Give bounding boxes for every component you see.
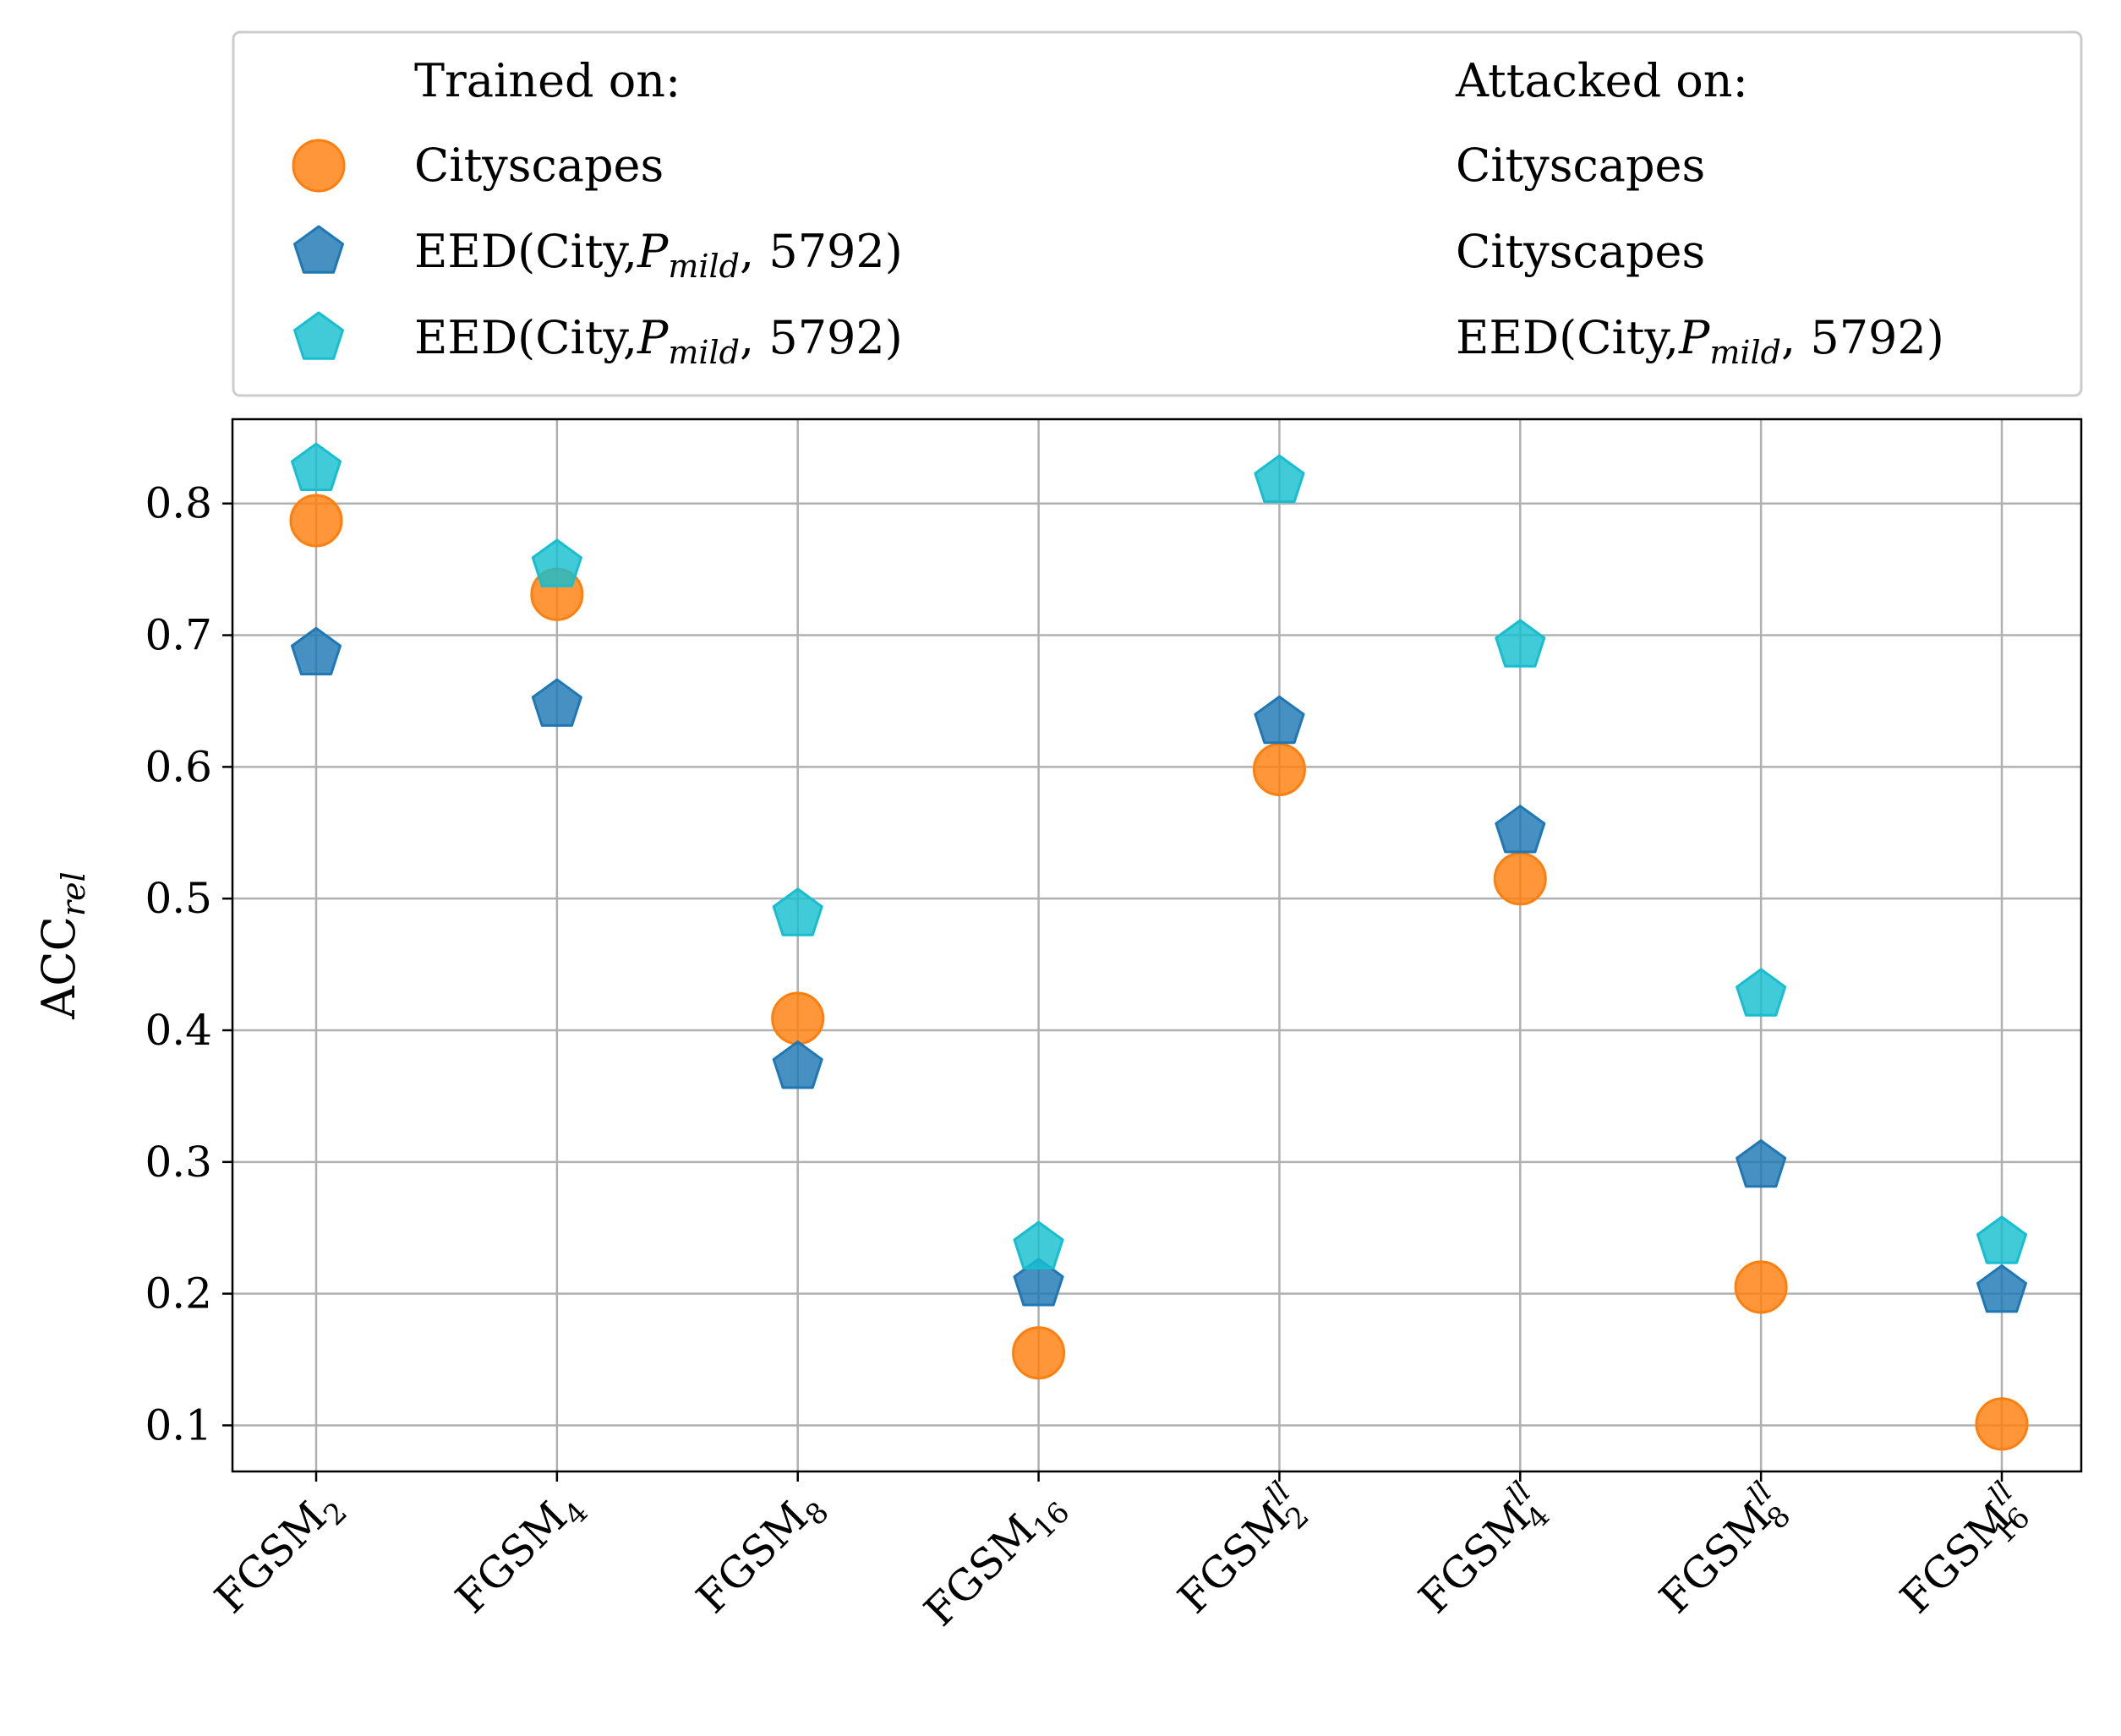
legend-trained-label: EED(City,Pmild, 5792) <box>414 311 903 371</box>
plot-frame <box>231 418 2083 1473</box>
x-tick-label-text: FGSMll2 <box>1164 1476 1318 1630</box>
legend-label-part: Cityscapes <box>414 139 664 192</box>
data-point <box>291 442 342 491</box>
data-point <box>1254 454 1305 503</box>
data-point <box>771 991 825 1045</box>
y-tick-label: 0.2 <box>145 1269 212 1318</box>
data-point <box>531 538 582 587</box>
x-tick-label: FGSM4 <box>446 1479 595 1628</box>
grid-lines <box>232 419 2081 1471</box>
legend-label-sub: mild <box>668 334 740 371</box>
x-tick-label: FGSMll16 <box>1887 1476 2041 1630</box>
legend-label-italic: P <box>1678 311 1711 364</box>
series-2 <box>291 626 2027 1313</box>
x-tick-label: FGSM8 <box>687 1479 836 1628</box>
data-point <box>531 678 582 727</box>
legend-label-italic: P <box>637 225 670 278</box>
legend: Trained on: Attacked on: Cityscapes Citysca… <box>232 30 2083 397</box>
legend-marker <box>293 311 344 360</box>
data-point <box>1495 619 1546 668</box>
y-tick-label: 0.3 <box>145 1138 212 1187</box>
x-tick-label: FGSMll2 <box>1164 1476 1318 1630</box>
legend-trained-label: Cityscapes <box>414 139 664 192</box>
legend-trained-label: EED(City,Pmild, 5792) <box>414 225 903 285</box>
y-tick-label: 0.8 <box>145 479 212 528</box>
x-tick-label-base: FGSM <box>446 1493 577 1623</box>
y-tick-label: 0.5 <box>145 874 212 923</box>
data-point <box>291 626 342 676</box>
y-axis-label: ACCrel <box>32 871 92 1019</box>
legend-marker <box>292 139 346 193</box>
legend-label-part: , 5792) <box>1781 311 1944 364</box>
legend-label-sub: mild <box>1709 334 1781 371</box>
legend-marker <box>293 225 344 274</box>
x-tick-label-text: FGSM4 <box>446 1479 595 1628</box>
x-tick-label-text: FGSM2 <box>205 1479 354 1628</box>
legend-label-part: Cityscapes <box>1456 139 1705 192</box>
data-points <box>289 442 2029 1451</box>
legend-label-part: EED(City, <box>414 225 637 278</box>
data-point <box>1976 1264 2027 1313</box>
legend-label-part: EED(City, <box>414 311 637 364</box>
data-point <box>1975 1397 2029 1451</box>
y-axis-title: ACCrel <box>32 871 92 1019</box>
legend-attacked-label: Cityscapes <box>1456 225 1705 278</box>
data-point <box>1734 1260 1788 1314</box>
legend-label-part: Cityscapes <box>1456 225 1705 278</box>
x-tick-label-base: FGSM <box>687 1493 817 1623</box>
x-tick-label-base: FGSM <box>915 1505 1045 1635</box>
data-point <box>1254 695 1305 745</box>
data-point <box>289 494 343 548</box>
legend-header-trained: Trained on: <box>414 54 681 107</box>
x-tick-label-text: FGSMll16 <box>1887 1476 2041 1630</box>
y-axis-title-sub: rel <box>55 871 92 916</box>
y-tick-label: 0.6 <box>145 742 212 791</box>
x-tick-label-text: FGSMll8 <box>1646 1476 1800 1630</box>
y-tick-label: 0.4 <box>145 1006 212 1055</box>
x-tick-label-base: FGSM <box>205 1493 336 1623</box>
legend-label-part: EED(City, <box>1456 311 1679 364</box>
x-tick-label: FGSM16 <box>915 1479 1076 1640</box>
x-tick-label: FGSMll8 <box>1646 1476 1800 1630</box>
legend-attacked-label: Cityscapes <box>1456 139 1705 192</box>
legend-box <box>232 30 2083 397</box>
data-point <box>1013 1220 1064 1269</box>
data-point <box>1012 1326 1066 1380</box>
data-point <box>1976 1215 2027 1264</box>
data-point <box>1493 852 1547 906</box>
y-tick-label: 0.7 <box>145 611 212 660</box>
data-point <box>1495 805 1546 854</box>
x-tick-label: FGSMll4 <box>1405 1476 1559 1630</box>
x-tick-label-text: FGSM8 <box>687 1479 836 1628</box>
y-axis-title-main: ACC <box>32 916 85 1020</box>
series-3 <box>291 442 2027 1269</box>
data-point <box>772 887 823 936</box>
legend-label-part: , 5792) <box>740 225 903 278</box>
legend-label-italic: P <box>637 311 670 364</box>
data-point <box>1736 1139 1787 1188</box>
x-tick-label: FGSM2 <box>205 1479 354 1628</box>
legend-attacked-label: EED(City,Pmild, 5792) <box>1456 311 1944 371</box>
x-tick-label-text: FGSMll4 <box>1405 1476 1559 1630</box>
legend-header-attacked: Attacked on: <box>1455 54 1748 107</box>
legend-label-sub: mild <box>668 248 740 285</box>
data-point <box>1013 1258 1064 1307</box>
data-point <box>1736 968 1787 1017</box>
y-tick-label: 0.1 <box>145 1400 212 1449</box>
legend-label-part: , 5792) <box>740 311 903 364</box>
data-point <box>1252 742 1306 796</box>
data-point <box>772 1040 823 1089</box>
x-tick-label-text: FGSM16 <box>915 1479 1076 1640</box>
